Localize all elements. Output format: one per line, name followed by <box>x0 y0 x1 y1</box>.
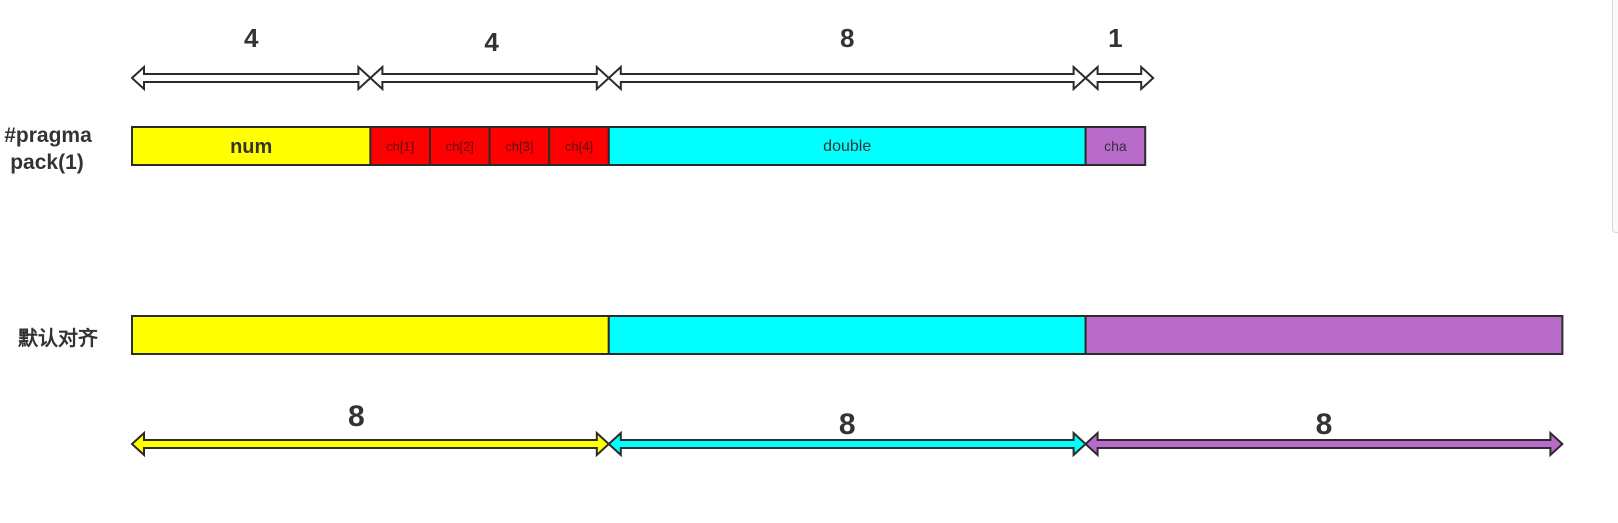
pack1-cell-label-6: double <box>823 138 871 155</box>
pack1-size-arrow-2 <box>368 64 611 92</box>
pack1-cell-2 <box>369 126 431 166</box>
pack1-cell-5 <box>548 126 610 166</box>
pack1-size-label-1: 4 <box>244 23 259 53</box>
pack1-size-arrow-3 <box>607 64 1088 92</box>
pack1-size-arrow-1 <box>130 64 372 92</box>
pack1-cell-label-7: cha <box>1104 138 1127 154</box>
pack1-cell-label-5: ch[4] <box>565 139 593 154</box>
pack1-size-label-4: 1 <box>1108 23 1122 53</box>
pack1-cell-7 <box>1084 126 1147 166</box>
default-align-size-arrow-1 <box>130 430 611 458</box>
default-align-cell-1 <box>131 315 610 355</box>
pack1-row-label-line2: pack(1) <box>10 151 84 174</box>
window-scrollbar[interactable] <box>1612 0 1618 233</box>
default-align-size-arrow-3 <box>1084 430 1564 458</box>
pack1-size-label-2: 4 <box>484 27 499 57</box>
pack1-cell-label-3: ch[2] <box>446 139 474 154</box>
default-align-layout: 8 8 8 <box>130 315 1564 458</box>
pack1-cell-label-4: ch[3] <box>505 139 533 154</box>
pack1-cell-1 <box>131 126 372 166</box>
default-align-size-label-2: 8 <box>839 408 856 441</box>
default-align-size-label-1: 8 <box>348 400 365 433</box>
default-align-row-label: 默认对齐 <box>18 326 99 350</box>
pack1-cell-3 <box>429 126 491 166</box>
pack1-cell-label-2: ch[1] <box>386 139 414 154</box>
pack1-cell-label-1: num <box>230 136 272 158</box>
pack1-cell-6 <box>607 126 1087 166</box>
pack1-size-arrow-4 <box>1084 64 1155 92</box>
default-align-size-label-3: 8 <box>1316 408 1333 441</box>
default-align-cell-3 <box>1084 315 1564 355</box>
pack1-size-label-3: 8 <box>840 23 854 53</box>
default-align-cell-2 <box>607 315 1087 355</box>
pack1-layout: num ch[1] ch[2] ch[3] ch[4] double cha 4 4 8 1 <box>130 23 1155 166</box>
pack1-row-label-line1: #pragma <box>4 124 92 147</box>
